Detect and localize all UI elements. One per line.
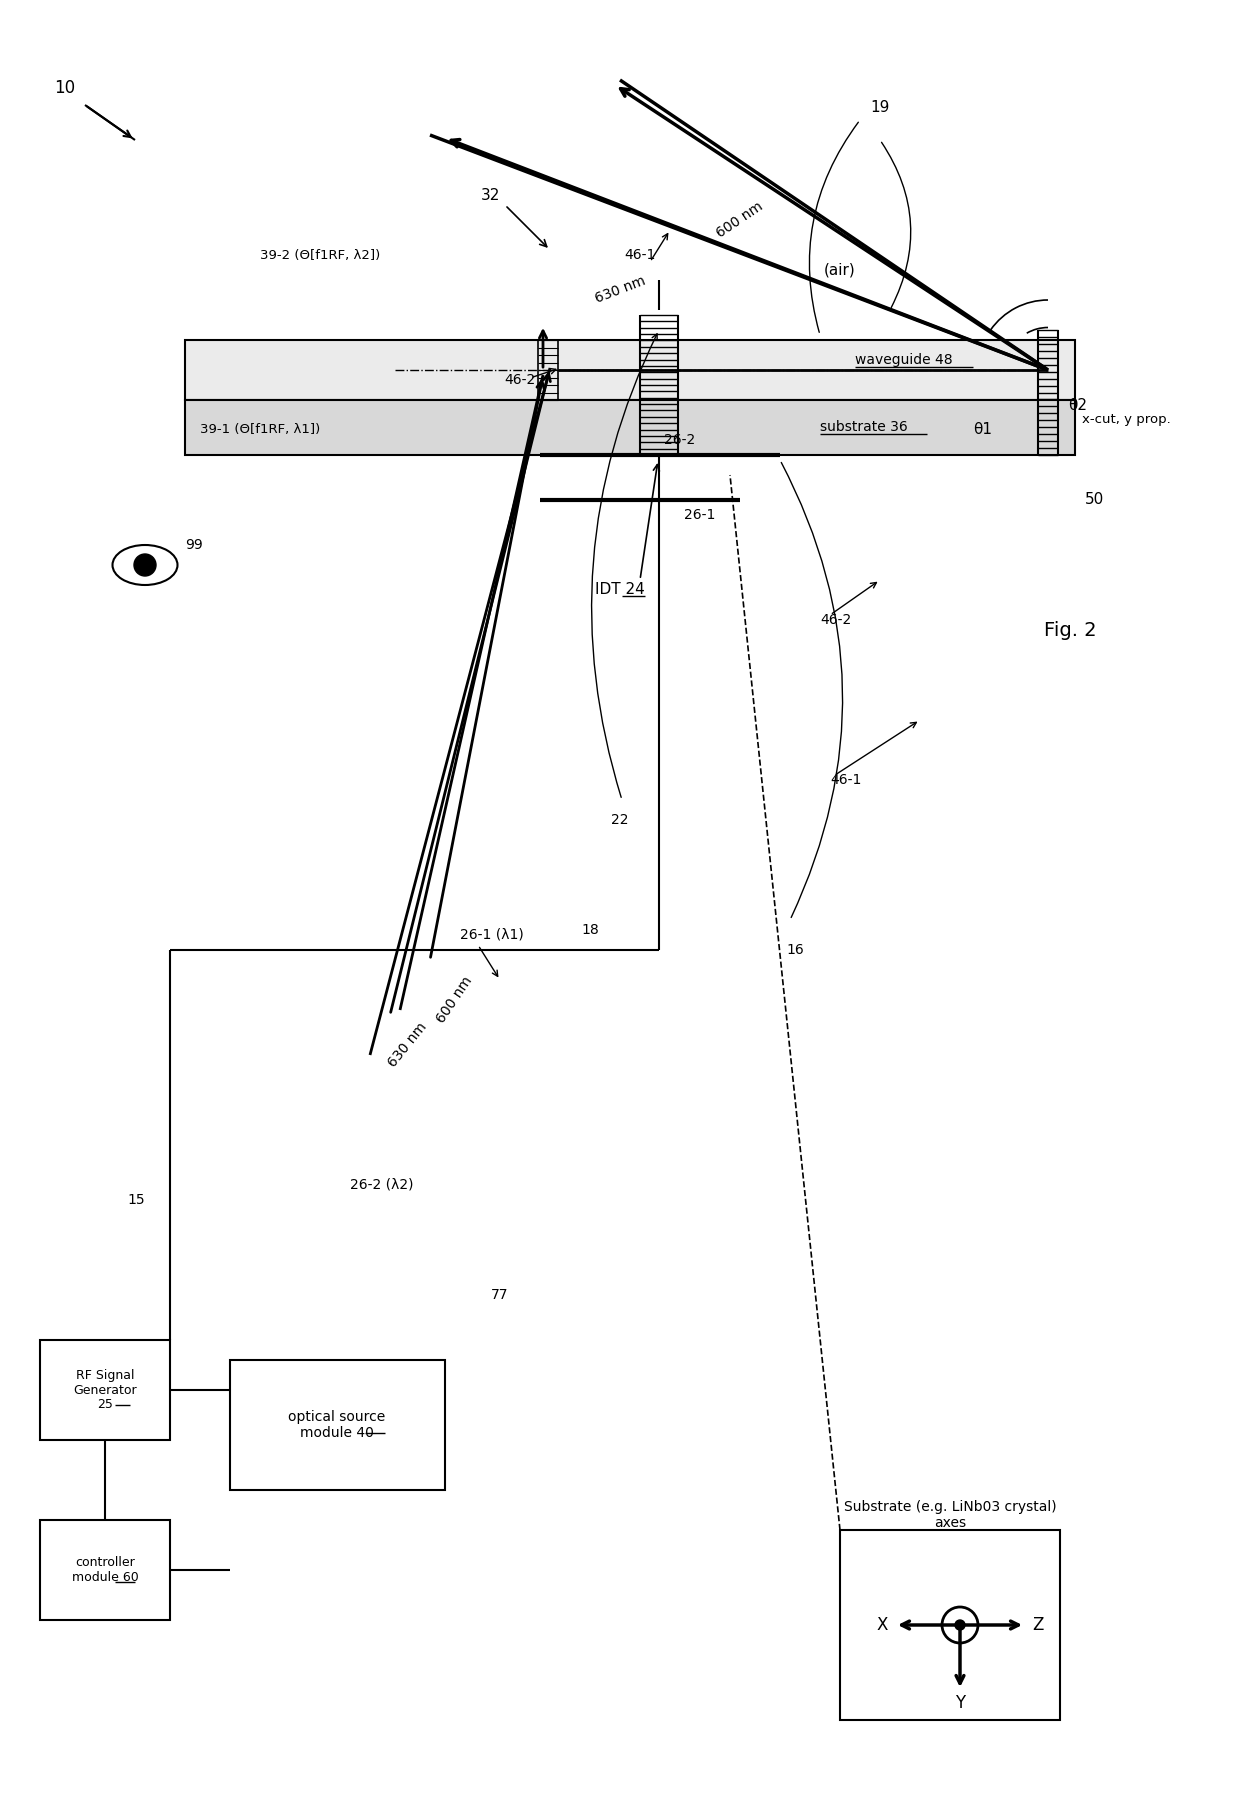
Text: 77: 77 [491,1287,508,1302]
Text: optical source
module 40: optical source module 40 [289,1409,386,1440]
Text: RF Signal
Generator
25: RF Signal Generator 25 [73,1368,136,1411]
Text: 18: 18 [582,923,599,938]
Text: 46-2: 46-2 [820,613,851,628]
Text: 26-1: 26-1 [684,507,715,522]
Text: controller
module 60: controller module 60 [72,1556,139,1583]
Text: Y: Y [955,1694,965,1712]
Text: substrate 36: substrate 36 [820,420,908,434]
Bar [40,1520,170,1621]
Text: 600 nm: 600 nm [714,199,766,240]
Circle shape [955,1621,965,1630]
Text: 26-2 (λ2): 26-2 (λ2) [350,1178,413,1192]
Text: 600 nm: 600 nm [434,974,476,1026]
Bar [185,400,1075,455]
Text: 99: 99 [185,538,203,552]
Bar [40,1339,170,1440]
Text: 26-2: 26-2 [665,432,696,446]
Bar [229,1361,445,1490]
Text: Fig. 2: Fig. 2 [1044,620,1096,640]
Text: 15: 15 [128,1192,145,1207]
Text: 16: 16 [786,943,804,957]
Text: θ1: θ1 [973,423,992,437]
Text: waveguide 48: waveguide 48 [856,353,952,368]
Text: IDT 24: IDT 24 [595,583,645,597]
Text: 46-2: 46-2 [505,373,536,387]
Text: 26-1 (λ1): 26-1 (λ1) [460,929,523,941]
Circle shape [134,554,156,576]
Text: Substrate (e.g. LiNb03 crystal)
axes: Substrate (e.g. LiNb03 crystal) axes [843,1501,1056,1529]
Text: x-cut, y prop.: x-cut, y prop. [1083,414,1171,427]
Text: 46-1: 46-1 [830,773,862,787]
Text: 39-1 (Θ[f1RF, λ1]): 39-1 (Θ[f1RF, λ1]) [200,423,320,436]
Text: Z: Z [1033,1615,1044,1633]
Text: 32: 32 [480,188,500,203]
Bar [185,341,1075,400]
Text: 39-2 (Θ[f1RF, λ2]): 39-2 (Θ[f1RF, λ2]) [260,249,381,262]
Text: 22: 22 [611,812,629,827]
Text: 630 nm: 630 nm [386,1020,430,1070]
Bar [839,1529,1060,1719]
Text: 10: 10 [55,79,76,97]
Text: (air): (air) [825,262,856,278]
Text: 50: 50 [1085,493,1105,507]
Text: X: X [877,1615,888,1633]
Text: 19: 19 [870,100,889,115]
Text: θ2: θ2 [1069,398,1087,412]
Text: 630 nm: 630 nm [593,274,647,307]
Text: 46-1: 46-1 [624,247,656,262]
